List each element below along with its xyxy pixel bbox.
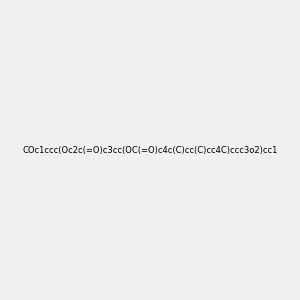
Text: COc1ccc(Oc2c(=O)c3cc(OC(=O)c4c(C)cc(C)cc4C)ccc3o2)cc1: COc1ccc(Oc2c(=O)c3cc(OC(=O)c4c(C)cc(C)cc… bbox=[22, 146, 278, 154]
